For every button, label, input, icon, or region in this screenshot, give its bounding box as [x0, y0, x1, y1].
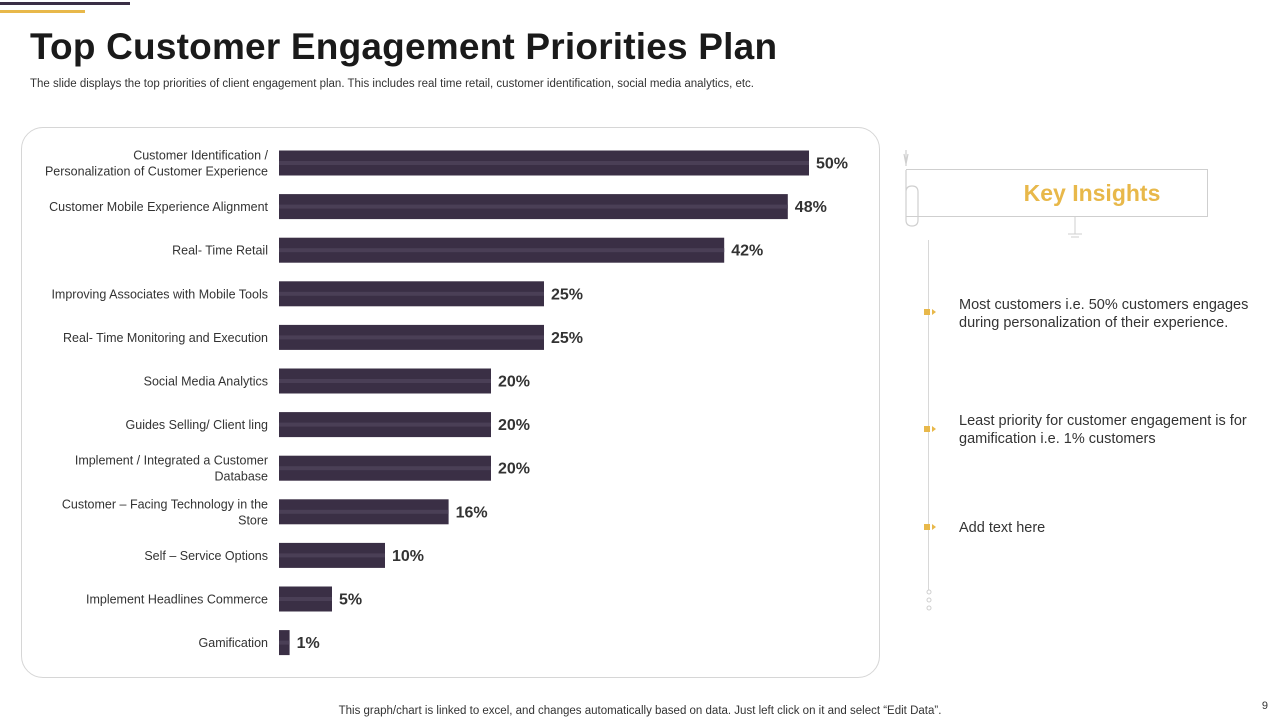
arrow-bullet-icon [924, 524, 936, 530]
category-label-line: Guides Selling/ Client ling [126, 418, 268, 432]
bar-group: 20% Implement / Integrated a Customer Data… [75, 454, 530, 484]
category-label-line: Customer Mobile Experience Alignment [49, 200, 268, 214]
bar-group: 16% Customer – Facing Technology in the St… [62, 497, 488, 527]
category-label: Gamification [199, 636, 269, 650]
insight-item-3: Add text here [959, 520, 1046, 536]
category-label-line: Personalization of Customer Experience [45, 165, 268, 179]
category-label-line: Implement / Integrated a Customer [75, 454, 268, 468]
insight-item-2: Least priority for customer engagement i… [959, 413, 1247, 447]
bar-highlight [279, 553, 385, 558]
category-label: Guides Selling/ Client ling [126, 418, 268, 432]
bar-group: 50% Customer Identification / Personalizat… [45, 149, 848, 179]
bar-highlight [279, 597, 332, 601]
bar-value-label: 20% [498, 461, 530, 478]
bar-value-label: 25% [551, 286, 583, 303]
category-label-line: Real- Time Retail [172, 244, 268, 258]
bar-highlight [279, 204, 788, 209]
bar-group: 20% Guides Selling/ Client ling [126, 412, 530, 438]
page-number: 9 [1261, 700, 1268, 712]
bar-value-label: 50% [816, 156, 848, 173]
bar-highlight [279, 422, 491, 427]
bar-value-label: 5% [339, 592, 362, 609]
timeline-line [928, 240, 929, 590]
bar-group: 48% Customer Mobile Experience Alignment [49, 194, 827, 220]
bar-highlight [279, 248, 725, 253]
bar-highlight [279, 509, 449, 514]
bar-group: 1% Gamification [199, 630, 320, 656]
bar-value-label: 48% [795, 199, 827, 216]
footer-note: This graph/chart is linked to excel, and… [338, 705, 942, 717]
category-label-line: Self – Service Options [144, 549, 268, 563]
bar-value-label: 10% [392, 548, 424, 565]
arrow-bullet-icon [924, 309, 936, 315]
bar-group: 20% Social Media Analytics [144, 368, 530, 394]
category-label-line: Implement Headlines Commerce [86, 593, 268, 607]
bar-value-label: 1% [297, 635, 320, 652]
category-label: Implement / Integrated a Customer Databas… [75, 454, 268, 484]
bar-highlight [279, 291, 544, 296]
bar-group: 25% Real- Time Monitoring and Execution [63, 324, 583, 350]
bar-value-label: 25% [551, 330, 583, 347]
category-label: Improving Associates with Mobile Tools [51, 287, 268, 301]
title-stand-icon [1068, 217, 1082, 238]
category-label-line: Social Media Analytics [144, 375, 268, 389]
category-label-line: Store [238, 513, 268, 527]
category-label-line: Database [214, 470, 268, 484]
category-label: Customer Mobile Experience Alignment [49, 200, 268, 214]
category-label: Customer Identification / Personalization… [45, 149, 269, 179]
bar-highlight [279, 466, 491, 471]
timeline-end-icon [926, 589, 932, 611]
paper-clip-icon [903, 150, 919, 227]
bar-highlight [279, 379, 491, 383]
category-label: Real- Time Monitoring and Execution [63, 331, 268, 345]
bar-group: 5% Implement Headlines Commerce [86, 586, 362, 612]
bar-value-label: 42% [731, 243, 763, 260]
category-label: Social Media Analytics [144, 375, 268, 389]
category-label: Customer – Facing Technology in the Store [62, 497, 268, 527]
bar-highlight [279, 640, 290, 645]
page-subtitle: The slide displays the top priorities of… [30, 78, 755, 90]
bar-highlight [279, 161, 809, 165]
category-label: Real- Time Retail [172, 244, 268, 258]
category-label: Implement Headlines Commerce [86, 593, 268, 607]
insight-item-1: Most customers i.e. 50% customers engage… [959, 297, 1249, 331]
category-label-line: Customer – Facing Technology in the [62, 497, 268, 511]
bar-highlight [279, 335, 544, 340]
insights-title: Key Insights [1023, 180, 1161, 206]
accent-bar-dark [0, 2, 130, 5]
category-label-line: Real- Time Monitoring and Execution [63, 331, 268, 345]
bar-value-label: 20% [498, 374, 530, 391]
bar-group: 25% Improving Associates with Mobile Tool… [51, 281, 583, 307]
bar-chart: 50% Customer Identification / Personalizat… [45, 149, 848, 656]
insights-title-box [906, 169, 1208, 217]
category-label-line: Gamification [199, 636, 269, 650]
category-label-line: Improving Associates with Mobile Tools [51, 287, 268, 301]
arrow-bullet-icon [924, 426, 936, 432]
category-label: Self – Service Options [144, 549, 268, 563]
bar-value-label: 20% [498, 417, 530, 434]
bar-value-label: 16% [456, 504, 488, 521]
bar-group: 10% Self – Service Options [144, 542, 424, 568]
chart-panel [21, 127, 880, 678]
category-label-line: Customer Identification / [133, 149, 268, 163]
bar-group: 42% Real- Time Retail [172, 237, 763, 263]
accent-bar-gold [0, 10, 85, 13]
page-title: Top Customer Engagement Priorities Plan [30, 26, 778, 67]
